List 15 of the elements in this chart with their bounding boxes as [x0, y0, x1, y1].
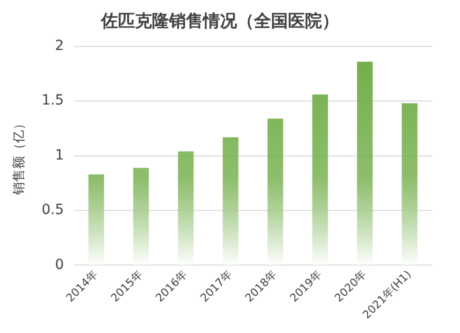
bar [312, 94, 328, 265]
bar [222, 137, 238, 265]
bar [88, 174, 104, 265]
y-tick-label: 1 [54, 147, 64, 164]
y-tick-label: 2 [54, 38, 64, 54]
bar [267, 118, 284, 265]
bar [357, 62, 373, 265]
chart-title: 佐匹克隆销售情况（全国医院） [100, 12, 339, 32]
y-tick-label: 0.5 [42, 202, 64, 218]
y-axis-title: 销售额（亿） [12, 116, 28, 196]
bar [402, 103, 418, 265]
y-tick-label: 1.5 [42, 92, 64, 109]
bar [178, 151, 194, 265]
y-tick-label: 0 [54, 256, 64, 273]
bar [133, 168, 149, 265]
